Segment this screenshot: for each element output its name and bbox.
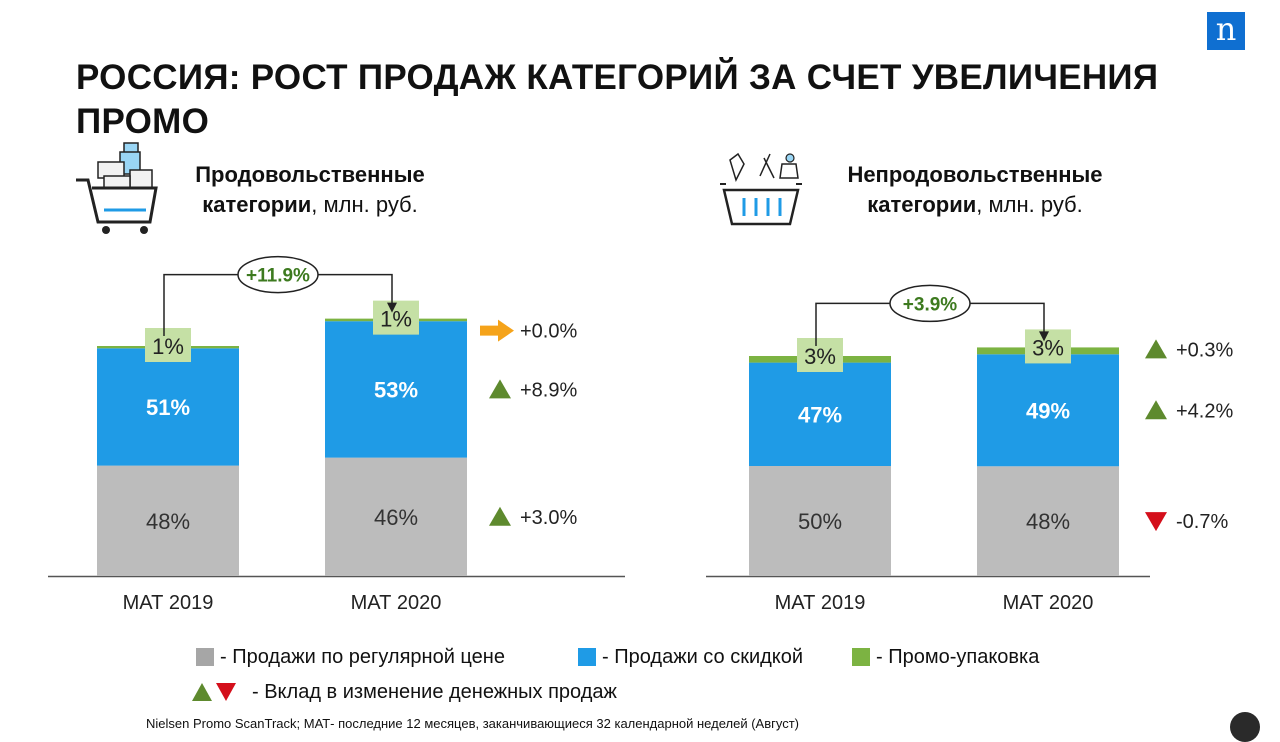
data-label: 51% (146, 395, 190, 420)
change-label: +4.2% (1176, 400, 1233, 422)
legend-regular: - Продажи по регулярной цене (196, 645, 505, 669)
grocery-cart-icon (76, 142, 158, 234)
triangle-up-icon (489, 506, 511, 526)
data-label: 47% (798, 402, 842, 427)
flame-badge-icon (1230, 712, 1260, 742)
source-note: Nielsen Promo ScanTrack; МАТ- последние … (146, 716, 799, 731)
data-label: 1% (380, 307, 412, 332)
x-tick-label: МАТ 2020 (351, 592, 442, 614)
legend-label-discount: - Продажи со скидкой (602, 646, 804, 668)
legend-label-promo-pack: - Промо-упаковка (876, 646, 1040, 668)
legend-promo-pack: - Промо-упаковка (852, 645, 1039, 669)
legend-swatch-discount (578, 648, 596, 666)
nielsen-logo: n (1207, 12, 1245, 50)
data-label: 53% (374, 377, 418, 402)
bar-segment (325, 321, 467, 458)
triangle-up-icon (1145, 339, 1167, 359)
triangle-down-icon (1145, 512, 1167, 532)
legend-discount: - Продажи со скидкой (578, 645, 803, 669)
growth-label: +3.9% (903, 294, 958, 315)
x-tick-label: МАТ 2019 (775, 592, 866, 614)
legend-label-regular: - Продажи по регулярной цене (220, 646, 505, 668)
change-label: +8.9% (520, 379, 577, 401)
bar-segment (977, 466, 1119, 576)
growth-oval (237, 255, 319, 294)
triangle-up-icon (1145, 400, 1167, 420)
data-label: 3% (804, 344, 836, 369)
triangle-up-icon (489, 379, 511, 399)
growth-oval (889, 284, 971, 323)
change-label: -0.7% (1176, 511, 1228, 533)
change-label: +3.0% (520, 507, 577, 529)
arrow-head-icon (387, 302, 397, 313)
bar-segment (325, 457, 467, 576)
data-label: 1% (152, 334, 184, 359)
data-label: 49% (1026, 398, 1070, 423)
legend-swatch-regular (196, 648, 214, 666)
bar-segment (749, 362, 891, 466)
bar-segment (97, 348, 239, 466)
data-label: 46% (374, 505, 418, 530)
data-label: 48% (146, 509, 190, 534)
bar-segment (749, 466, 891, 576)
growth-label: +11.9% (246, 266, 310, 287)
bar-segment (97, 465, 239, 576)
change-label: +0.3% (1176, 339, 1233, 361)
promo-label-box (1025, 329, 1071, 364)
nonfood-panel-heading: Непродовольственные категории, млн. руб. (847, 162, 1103, 217)
triangle-up-icon (192, 683, 212, 701)
legend-swatch-promo-pack (852, 648, 870, 666)
bar-segment (977, 354, 1119, 467)
arrow-head-icon (1039, 331, 1049, 342)
data-label: 3% (1032, 335, 1064, 360)
page-title: РОССИЯ: РОСТ ПРОДАЖ КАТЕГОРИЙ ЗА СЧЕТ УВ… (76, 58, 1159, 141)
promo-label-box (373, 300, 419, 335)
arrow-right-icon (480, 319, 514, 342)
triangle-down-icon (216, 683, 236, 701)
change-label: +0.0% (520, 321, 577, 343)
legend-label-contribution: - Вклад в изменение денежных продаж (252, 681, 617, 703)
food-panel-heading: Продовольственные категории, млн. руб. (195, 162, 425, 217)
x-tick-label: МАТ 2019 (123, 592, 214, 614)
legend-contribution: - Вклад в изменение денежных продаж (192, 680, 617, 704)
x-tick-label: МАТ 2020 (1003, 592, 1094, 614)
stacked-bar-charts: 48% 51% 1% МАТ 2019 46% 53% 1% МАТ 2020 +11.9% +3… (48, 255, 1233, 614)
promo-label-box (797, 338, 843, 372)
household-basket-icon (720, 152, 802, 226)
data-label: 50% (798, 509, 842, 534)
promo-label-box (145, 328, 191, 362)
data-label: 48% (1026, 509, 1070, 534)
